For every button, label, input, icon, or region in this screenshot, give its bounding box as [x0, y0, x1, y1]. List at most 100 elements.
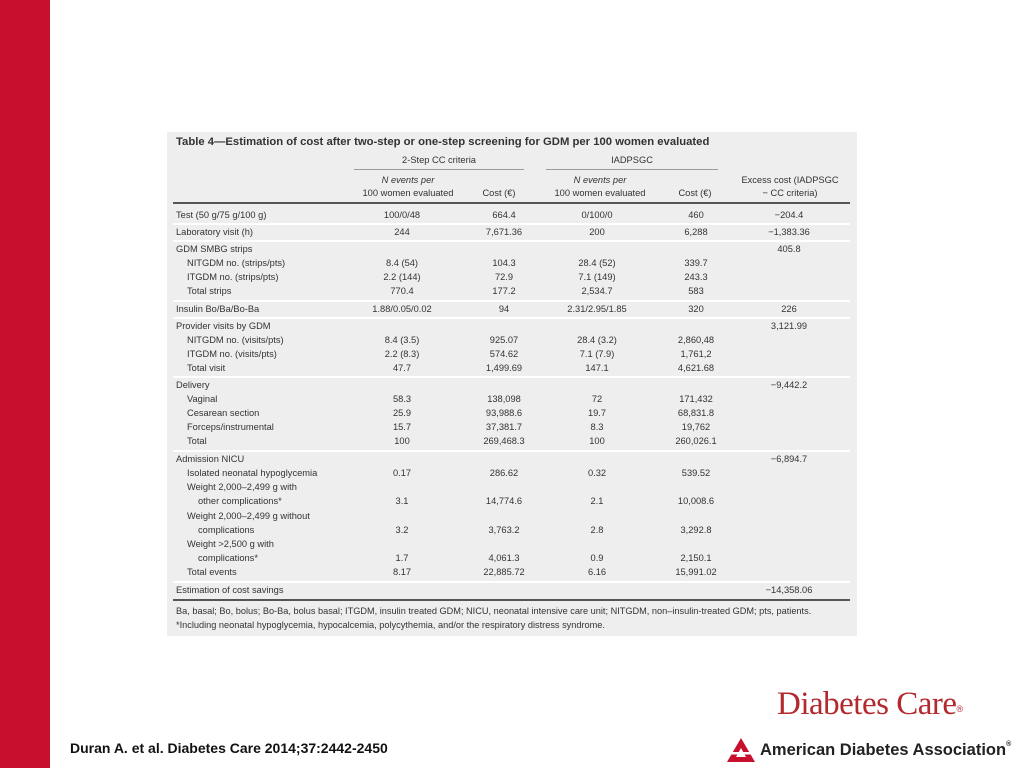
row-label: NITGDM no. (visits/pts) [187, 335, 284, 345]
table-cell: 3.2 [395, 525, 409, 535]
table-cell: 25.9 [392, 408, 412, 418]
col-header-n-2step: N events per 100 women evaluated [353, 174, 463, 200]
table-cell: 3,121.99 [770, 321, 808, 331]
row-label: complications [198, 525, 255, 535]
row-label: Admission NICU [176, 454, 245, 464]
row-separator [173, 240, 850, 242]
table-cell: 405.8 [777, 244, 801, 254]
row-separator [173, 581, 850, 583]
table-cell: 286.62 [489, 468, 519, 478]
table-cell: 10,008.6 [677, 496, 715, 506]
table-cell: 4,621.68 [677, 363, 715, 373]
table-cell: 100/0/48 [383, 210, 421, 220]
ada-registered-mark: ® [1006, 740, 1012, 748]
table-cell: 1,761,2 [680, 349, 712, 359]
journal-name: Diabetes Care [777, 686, 957, 722]
table-cell: 6,288 [684, 227, 708, 237]
row-separator [173, 599, 850, 601]
table-cell: 4,061.3 [488, 553, 520, 563]
col-header-n-2step-line1: N events per [381, 175, 435, 185]
table-cell: −14,358.06 [765, 585, 813, 595]
row-label: Weight >2,500 g with [187, 539, 274, 549]
table-cell: 94 [498, 304, 510, 314]
row-label: ITGDM no. (strips/pts) [187, 272, 279, 282]
table-cell: 68,831.8 [677, 408, 715, 418]
table-cell: 460 [688, 210, 704, 220]
table-cell: 0.17 [392, 468, 412, 478]
row-label: Weight 2,000–2,499 g without [187, 511, 310, 521]
table-cell: 7.1 (149) [578, 272, 616, 282]
table-cell: 8.4 (3.5) [384, 335, 420, 345]
table-cell: 925.07 [489, 335, 519, 345]
table-cell: 1,499.69 [485, 363, 523, 373]
table-cell: 2.2 (144) [383, 272, 421, 282]
table-title: Table 4—Estimation of cost after two-ste… [176, 136, 710, 148]
table-cell: 147.1 [585, 363, 609, 373]
group-header-iadpsgc: IADPSGC [611, 155, 653, 165]
table-cell: 269,468.3 [483, 436, 525, 446]
table-cell: 320 [688, 304, 704, 314]
table-cell: 2,534.7 [581, 286, 613, 296]
ada-logo: American Diabetes Association® [726, 735, 1011, 765]
cost-table: Table 4—Estimation of cost after two-ste… [167, 132, 857, 636]
table-cell: 15,991.02 [675, 567, 717, 577]
table-cell: −6,894.7 [770, 454, 808, 464]
row-label: Total visit [187, 363, 226, 373]
row-label: Laboratory visit (h) [176, 227, 253, 237]
table-cell: 15.7 [392, 422, 412, 432]
table-cell: 3,763.2 [488, 525, 520, 535]
col-header-n-iadpsgc-line1: N events per [573, 175, 627, 185]
row-label: Delivery [176, 380, 210, 390]
group-rule-iadpsgc [546, 169, 718, 170]
col-header-cost-iadpsgc: Cost (€) [678, 188, 712, 198]
table-cell: 260,026.1 [675, 436, 717, 446]
table-cell: 8.3 [590, 422, 604, 432]
table-footnote: Ba, basal; Bo, bolus; Bo-Ba, bolus basal… [176, 606, 812, 630]
table-cell: 100 [394, 436, 410, 446]
row-label: Forceps/instrumental [187, 422, 274, 432]
col-header-n-iadpsgc-line2: 100 women evaluated [554, 188, 646, 198]
row-label: Isolated neonatal hypoglycemia [187, 468, 318, 478]
table-cell: 6.16 [587, 567, 607, 577]
col-header-n-2step-line2: 100 women evaluated [362, 188, 454, 198]
table-cell: 664.4 [492, 210, 516, 220]
row-label: Total events [187, 567, 237, 577]
table-cell: 19,762 [681, 422, 711, 432]
table-cell: 583 [688, 286, 704, 296]
table-cell: 100 [589, 436, 605, 446]
table-cell: 14,774.6 [485, 496, 523, 506]
table-cell: 104.3 [492, 258, 516, 268]
table-cell: 2,150.1 [680, 553, 712, 563]
table-cell: 200 [589, 227, 605, 237]
table-cell: −9,442.2 [770, 380, 808, 390]
registered-mark: ® [956, 704, 964, 714]
table-cell: 339.7 [684, 258, 708, 268]
row-separator [173, 317, 850, 319]
row-label: ITGDM no. (visits/pts) [187, 349, 277, 359]
table-cell: 58.3 [392, 394, 412, 404]
table-cell: 243.3 [684, 272, 708, 282]
table-cell: 8.17 [392, 567, 412, 577]
table-cell: 177.2 [492, 286, 516, 296]
table-cell: 72.9 [494, 272, 514, 282]
table-cell: 7,671.36 [485, 227, 523, 237]
row-label: complications* [198, 553, 258, 563]
table-cell: −1,383.36 [768, 227, 810, 237]
col-header-excess-line1: Excess cost (IADPSGC [741, 175, 839, 185]
col-header-cost-2step: Cost (€) [482, 188, 516, 198]
table-cell: 19.7 [587, 408, 607, 418]
table-cell: 1.7 [395, 553, 409, 563]
table-cell: 22,885.72 [483, 567, 525, 577]
row-label: other complications* [198, 496, 282, 506]
row-separator [173, 376, 850, 378]
journal-logo: Diabetes Care® [777, 686, 963, 723]
row-label: Test (50 g/75 g/100 g) [176, 210, 267, 220]
table-cell: 3,292.8 [680, 525, 712, 535]
group-rule-2step [354, 169, 524, 170]
group-header-2step: 2-Step CC criteria [402, 155, 476, 165]
table-cell: 28.4 (52) [578, 258, 616, 268]
table-cell: 0.9 [590, 553, 604, 563]
table-cell: 72 [591, 394, 603, 404]
row-separator [173, 450, 850, 452]
col-header-n-iadpsgc: N events per 100 women evaluated [545, 174, 655, 200]
